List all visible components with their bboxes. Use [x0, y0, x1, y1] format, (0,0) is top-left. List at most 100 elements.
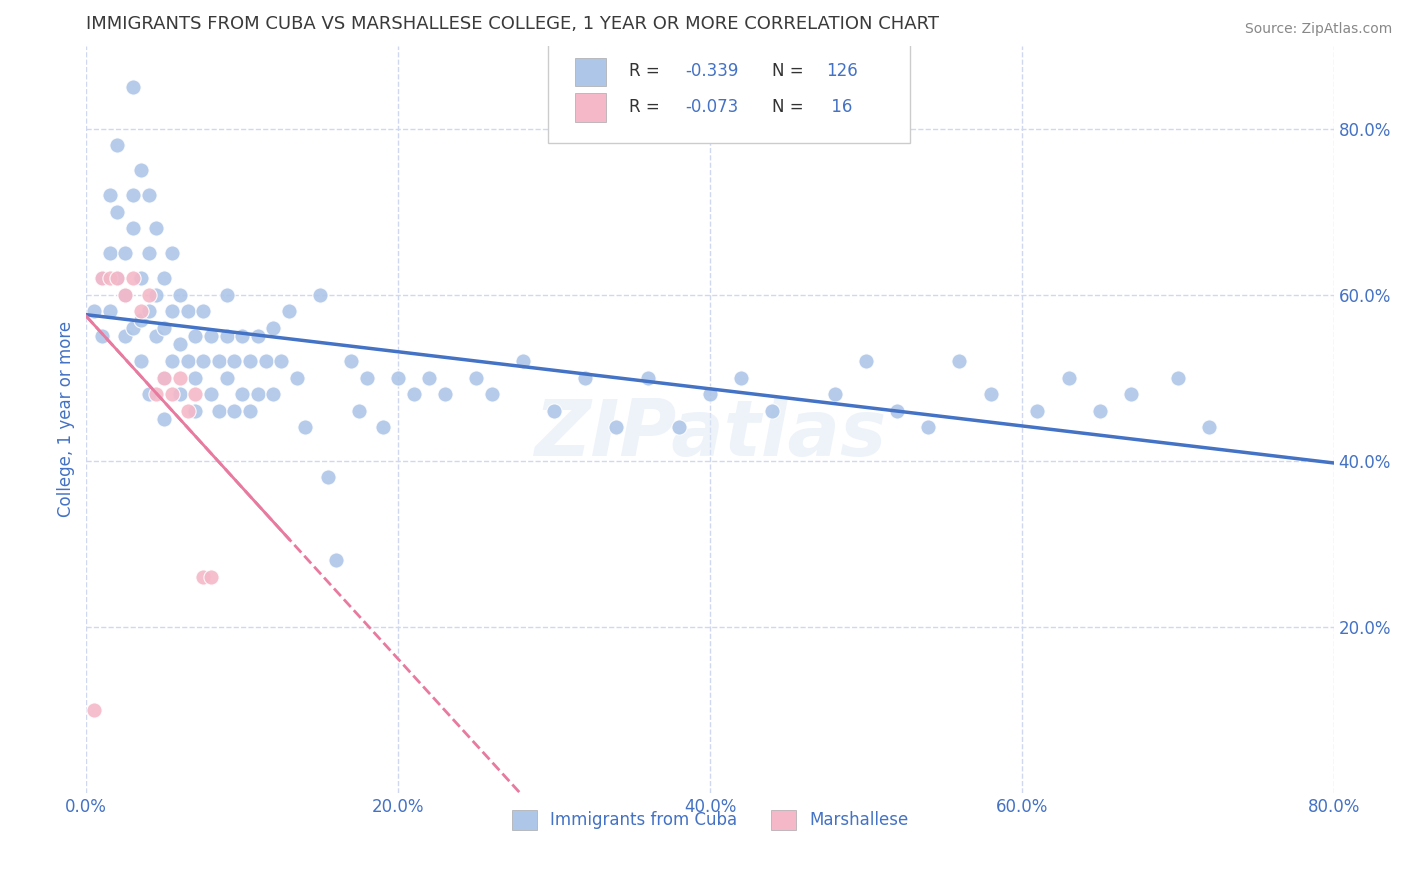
Point [215, 287, 238, 301]
Text: R =: R = [628, 98, 665, 116]
Point [138, 246, 160, 260]
Point [107, 138, 129, 153]
Point [387, 370, 409, 384]
Point [1119, 387, 1142, 401]
Point [184, 387, 207, 401]
Point [114, 287, 136, 301]
Text: ZIPatlas: ZIPatlas [534, 396, 886, 472]
Point [193, 354, 215, 368]
Point [200, 329, 222, 343]
Point [262, 387, 284, 401]
Point [637, 370, 659, 384]
Point [285, 370, 308, 384]
Point [129, 304, 152, 318]
Text: N =: N = [772, 98, 810, 116]
Point [917, 420, 939, 434]
Point [107, 271, 129, 285]
Point [239, 404, 262, 418]
Point [122, 271, 145, 285]
Point [402, 387, 425, 401]
Point [83, 304, 105, 318]
Text: 126: 126 [825, 62, 858, 80]
Point [184, 329, 207, 343]
Point [371, 420, 394, 434]
Point [122, 188, 145, 202]
Point [886, 404, 908, 418]
Point [208, 404, 231, 418]
FancyBboxPatch shape [575, 94, 606, 122]
Point [309, 287, 332, 301]
Point [129, 354, 152, 368]
Point [262, 321, 284, 335]
FancyBboxPatch shape [575, 58, 606, 86]
Point [246, 387, 269, 401]
Point [1088, 404, 1111, 418]
Point [1057, 370, 1080, 384]
Point [948, 354, 970, 368]
Point [1198, 420, 1220, 434]
Point [153, 370, 176, 384]
Text: R =: R = [628, 62, 665, 80]
Point [145, 287, 167, 301]
Point [129, 163, 152, 178]
Point [153, 370, 176, 384]
Point [176, 304, 198, 318]
Point [316, 470, 339, 484]
Point [224, 404, 246, 418]
Point [153, 321, 176, 335]
Point [254, 354, 277, 368]
Point [176, 404, 198, 418]
Point [145, 329, 167, 343]
Point [239, 354, 262, 368]
Point [340, 354, 363, 368]
Point [699, 387, 721, 401]
Point [231, 387, 253, 401]
Text: -0.339: -0.339 [685, 62, 738, 80]
Text: Source: ZipAtlas.com: Source: ZipAtlas.com [1244, 22, 1392, 37]
Point [98, 304, 121, 318]
Point [145, 387, 167, 401]
Point [761, 404, 783, 418]
Point [1167, 370, 1189, 384]
Point [270, 354, 292, 368]
Y-axis label: College, 1 year or more: College, 1 year or more [58, 321, 75, 517]
Point [90, 271, 112, 285]
Point [107, 204, 129, 219]
Point [122, 221, 145, 235]
Legend: Immigrants from Cuba, Marshallese: Immigrants from Cuba, Marshallese [505, 803, 915, 837]
Point [465, 370, 488, 384]
Point [356, 370, 378, 384]
Text: -0.073: -0.073 [685, 98, 738, 116]
Point [153, 412, 176, 426]
Point [193, 304, 215, 318]
Point [98, 246, 121, 260]
Point [208, 354, 231, 368]
Point [278, 304, 301, 318]
Point [153, 271, 176, 285]
Point [347, 404, 370, 418]
Point [169, 387, 191, 401]
Point [114, 246, 136, 260]
Point [574, 370, 596, 384]
Point [200, 387, 222, 401]
Point [114, 287, 136, 301]
Point [138, 188, 160, 202]
Point [824, 387, 846, 401]
Point [980, 387, 1002, 401]
Point [169, 370, 191, 384]
Point [184, 370, 207, 384]
Point [114, 329, 136, 343]
Point [160, 246, 183, 260]
Point [90, 329, 112, 343]
Point [1026, 404, 1049, 418]
Point [855, 354, 877, 368]
Text: IMMIGRANTS FROM CUBA VS MARSHALLESE COLLEGE, 1 YEAR OR MORE CORRELATION CHART: IMMIGRANTS FROM CUBA VS MARSHALLESE COLL… [86, 15, 939, 33]
Point [481, 387, 503, 401]
Point [122, 80, 145, 95]
Point [294, 420, 316, 434]
Point [122, 321, 145, 335]
Point [98, 188, 121, 202]
Point [418, 370, 440, 384]
FancyBboxPatch shape [548, 42, 910, 143]
Point [90, 271, 112, 285]
